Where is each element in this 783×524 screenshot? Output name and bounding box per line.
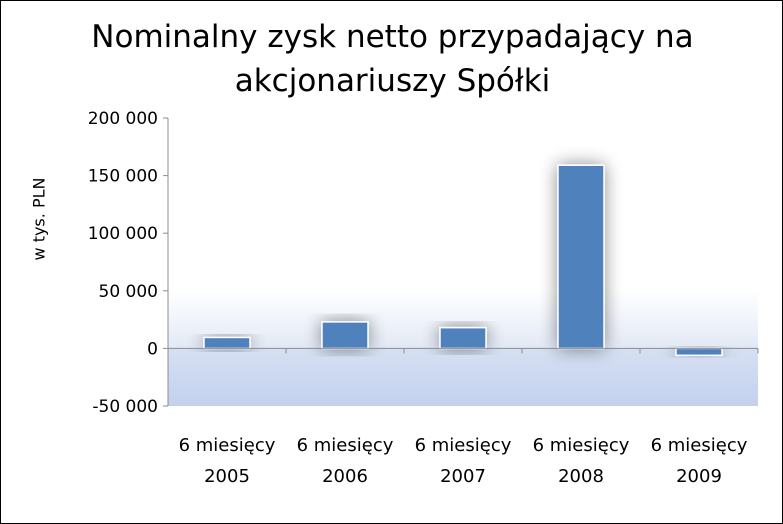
x-tick-label-line-2: 2007 xyxy=(440,466,486,487)
chart-title: Nominalny zysk netto przypadający na akc… xyxy=(1,15,783,103)
plot-area-background xyxy=(168,290,758,406)
y-tick-label: 200 000 xyxy=(88,109,158,129)
y-tick-label: 150 000 xyxy=(88,167,158,187)
x-tick-label-line-2: 2009 xyxy=(676,466,722,487)
bar xyxy=(321,321,369,350)
x-tick-label-line-1: 6 miesięcy xyxy=(415,435,512,456)
chart-title-line-2: akcjonariuszy Spółki xyxy=(234,63,551,99)
x-tick-label-line-1: 6 miesięcy xyxy=(651,435,748,456)
y-tick-label: 0 xyxy=(147,339,158,359)
y-tick-label: 50 000 xyxy=(99,282,158,302)
x-tick-label-line-2: 2006 xyxy=(322,466,368,487)
x-tick-label-line-1: 6 miesięcy xyxy=(297,435,394,456)
y-tick-label: 100 000 xyxy=(88,224,158,244)
bar xyxy=(557,164,605,350)
y-tick-label: -50 000 xyxy=(92,397,158,417)
x-tick-label-line-1: 6 miesięcy xyxy=(179,435,276,456)
bar xyxy=(439,326,487,350)
chart-title-line-1: Nominalny zysk netto przypadający na xyxy=(91,19,694,55)
x-tick-label-line-2: 2005 xyxy=(204,466,250,487)
negative-band xyxy=(168,348,758,406)
bar xyxy=(203,336,251,350)
bar xyxy=(675,347,723,357)
axes xyxy=(167,118,759,406)
x-tick-label-line-1: 6 miesięcy xyxy=(533,435,630,456)
y-ticks: -50 000 0 50 000 100 000 150 000 200 000 xyxy=(88,109,168,417)
bars xyxy=(203,164,723,357)
x-ticks: 6 miesięcy 2005 6 miesięcy 2006 6 miesięcy 20… xyxy=(179,435,748,487)
x-tick-label-line-2: 2008 xyxy=(558,466,604,487)
